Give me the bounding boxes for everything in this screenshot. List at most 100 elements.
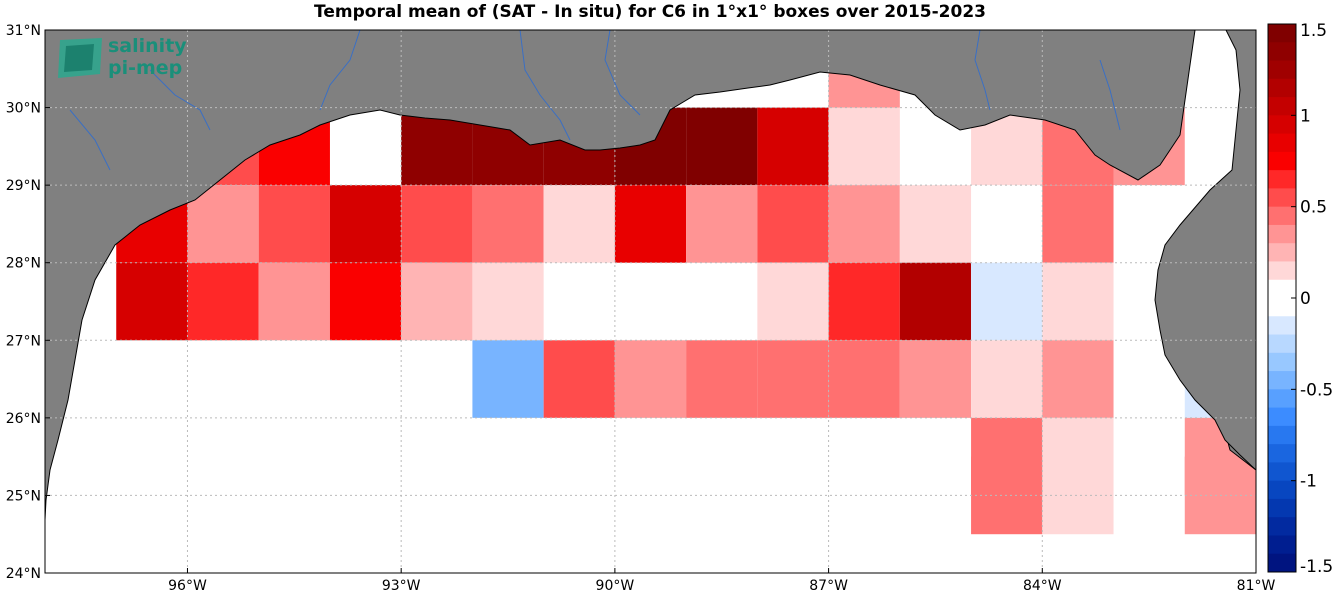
heatmap-cell: [329, 262, 402, 341]
lat-tick-label: 25°N: [6, 488, 41, 504]
colorbar-tick-label: 1.5: [1300, 21, 1327, 41]
colorbar-tick-label: -1.5: [1300, 557, 1333, 577]
figure-title: Temporal mean of (SAT - In situ) for C6 …: [314, 2, 986, 22]
colorbar-segment: [1268, 389, 1296, 409]
colorbar-segment: [1268, 371, 1296, 390]
heatmap-cell: [757, 262, 829, 341]
heatmap-cell: [828, 107, 900, 186]
colorbar-segment: [1268, 444, 1296, 463]
colorbar-segment: [1268, 115, 1296, 135]
colorbar-segment: [1268, 517, 1296, 536]
colorbar-segment: [1268, 553, 1296, 573]
map-panel: [45, 30, 1256, 573]
logo-line2: pi-mep: [108, 57, 182, 79]
lat-tick-label: 30°N: [6, 101, 41, 117]
gridlines: [45, 30, 1256, 573]
heatmap-cell: [971, 340, 1043, 418]
heatmap-cell: [472, 185, 544, 263]
map-frame: [44, 29, 1257, 574]
colorbar-segment: [1268, 243, 1296, 262]
colorbar-tick-label: -1: [1300, 472, 1317, 492]
heatmap-cell: [116, 262, 188, 341]
colorbar-segment: [1268, 78, 1296, 98]
colorbar-segment: [1268, 334, 1296, 354]
land-gulf-coast: [45, 30, 1256, 521]
lon-tick-label: 81°W: [1237, 578, 1276, 594]
heatmap-cell: [401, 185, 473, 263]
lon-tick-label: 87°W: [809, 578, 848, 594]
colorbar-tick-label: 0: [1300, 289, 1311, 309]
heatmap-cell: [1042, 262, 1114, 341]
heatmap-cell: [1042, 185, 1114, 263]
colorbar-segment: [1268, 316, 1296, 336]
colorbar-segment: [1268, 188, 1296, 208]
lat-tick-label: 31°N: [6, 23, 41, 39]
lat-tick-label: 27°N: [6, 333, 41, 349]
colorbar-segment: [1268, 498, 1296, 518]
salinity-pimep-logo-icon: [58, 38, 102, 78]
heatmap-cell: [899, 340, 972, 418]
colorbar-tick-label: -0.5: [1300, 380, 1333, 400]
lon-axis: 96°W 93°W 90°W 87°W 84°W 81°W: [168, 568, 1275, 594]
heatmap-cell: [472, 262, 544, 341]
colorbar-segment: [1268, 97, 1296, 116]
heatmap-cell: [187, 185, 259, 263]
colorbar-ticks: 1.5 1 0.5 0 -0.5 -1 -1.5: [1291, 21, 1333, 577]
heatmap-cell: [543, 185, 615, 263]
colorbar-segment: [1268, 261, 1296, 281]
colorbar-tick-label: 1: [1300, 106, 1311, 126]
colorbar-segment: [1268, 24, 1296, 43]
heatmap-cell: [1042, 456, 1114, 535]
heatmap-cell: [329, 185, 402, 263]
heatmap-cell: [543, 340, 615, 418]
colorbar-segment: [1268, 224, 1296, 244]
lat-axis: 24°N 25°N 26°N 27°N 28°N 29°N 30°N 31°N: [6, 23, 50, 582]
heatmap-cell: [757, 340, 829, 418]
colorbar-segment: [1268, 42, 1296, 62]
colorbar-segment: [1268, 535, 1296, 555]
heatmap-cell: [686, 185, 758, 263]
heatmap-cell: [614, 340, 687, 418]
heatmap-cell: [686, 340, 758, 418]
lon-tick-label: 93°W: [382, 578, 421, 594]
heatmap-cell: [757, 107, 829, 186]
lat-tick-label: 28°N: [6, 256, 41, 272]
colorbar-segment: [1268, 133, 1296, 153]
colorbar-segment: [1268, 298, 1296, 317]
lon-tick-label: 84°W: [1023, 578, 1062, 594]
colorbar: [1268, 24, 1296, 573]
heatmap-cell: [614, 185, 687, 263]
heatmap-cell: [258, 262, 330, 341]
heatmap-cell: [971, 262, 1043, 341]
logo-line1: salinity: [108, 35, 187, 57]
colorbar-segment: [1268, 352, 1296, 372]
lat-tick-label: 26°N: [6, 411, 41, 427]
colorbar-segment: [1268, 462, 1296, 482]
colorbar-segment: [1268, 407, 1296, 427]
colorbar-segment: [1268, 480, 1296, 500]
colorbar-segment: [1268, 151, 1296, 171]
rivers: [69, 30, 1121, 171]
heatmap-cell: [828, 340, 900, 418]
lat-tick-label: 24°N: [6, 566, 41, 582]
colorbar-segment: [1268, 206, 1296, 226]
lon-tick-label: 90°W: [596, 578, 635, 594]
heatmap-cell: [686, 107, 758, 186]
lon-tick-label: 96°W: [168, 578, 207, 594]
heatmap-cell: [757, 185, 829, 263]
colorbar-tick-label: 0.5: [1300, 198, 1327, 218]
colorbar-segment: [1268, 60, 1296, 80]
heatmap-cell: [828, 262, 900, 341]
heatmap-cell: [187, 262, 259, 341]
heatmap-cell: [899, 262, 972, 341]
colorbar-segment: [1268, 425, 1296, 445]
colorbar-segment: [1268, 279, 1296, 299]
heatmap-cell: [828, 185, 900, 263]
heatmap-cell: [258, 185, 330, 263]
heatmap-cell: [472, 340, 544, 418]
salinity-pimep-logo: salinity pi-mep: [58, 35, 187, 79]
heatmap-cell: [899, 185, 972, 263]
colorbar-segment: [1268, 170, 1296, 189]
lat-tick-label: 29°N: [6, 178, 41, 194]
